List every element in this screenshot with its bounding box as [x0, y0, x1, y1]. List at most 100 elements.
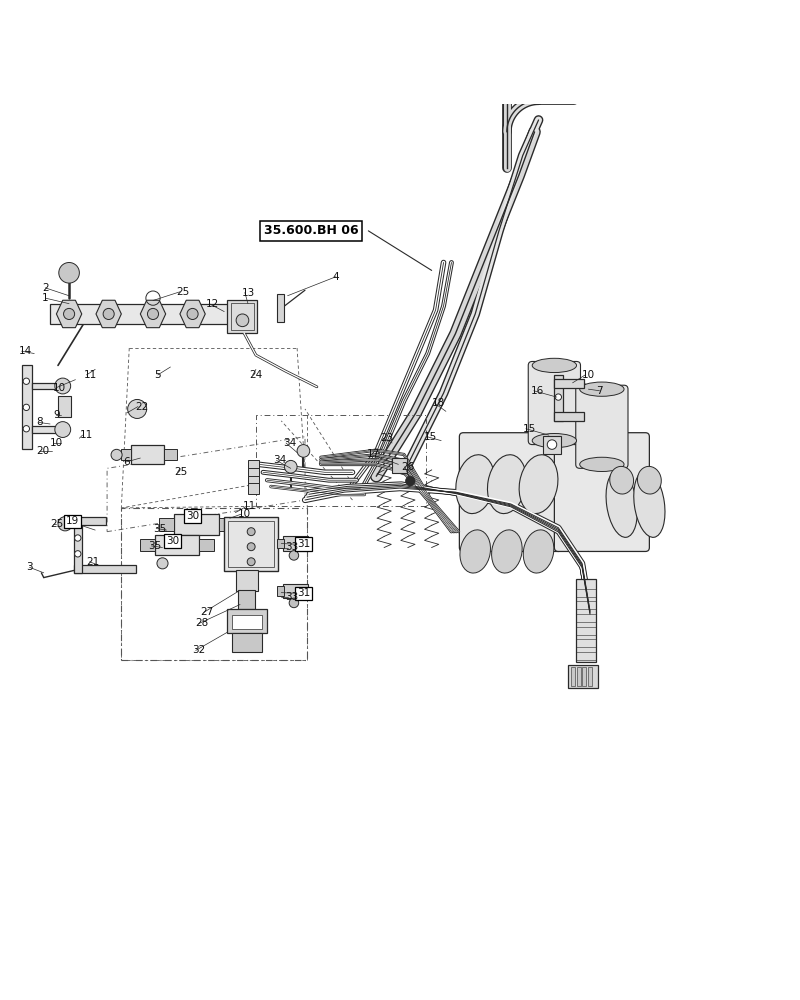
Bar [248, 468, 259, 479]
Text: 30: 30 [186, 511, 199, 521]
Text: 21: 21 [86, 557, 100, 567]
Text: 16: 16 [530, 386, 544, 396]
FancyBboxPatch shape [528, 361, 581, 445]
Bar [576, 579, 596, 662]
Circle shape [247, 528, 255, 536]
Bar [228, 521, 274, 567]
Ellipse shape [532, 358, 577, 373]
Circle shape [406, 476, 415, 486]
Bar [227, 300, 258, 333]
Circle shape [128, 399, 146, 418]
Circle shape [58, 262, 79, 283]
Text: 34: 34 [274, 455, 286, 465]
Text: 1: 1 [42, 293, 49, 303]
Circle shape [23, 404, 30, 411]
Text: 10: 10 [54, 383, 66, 393]
Text: 11: 11 [243, 501, 257, 511]
Bar [568, 665, 598, 688]
Bar [576, 627, 596, 635]
Bar [283, 584, 308, 598]
Circle shape [23, 378, 30, 384]
Text: 26: 26 [402, 462, 415, 472]
Ellipse shape [456, 455, 494, 514]
Circle shape [157, 558, 168, 569]
FancyBboxPatch shape [459, 433, 562, 551]
Text: 10: 10 [50, 438, 63, 448]
Ellipse shape [606, 471, 638, 537]
Bar [278, 294, 285, 322]
Text: 31: 31 [297, 588, 310, 598]
Bar [554, 412, 585, 421]
Text: 3: 3 [26, 562, 33, 572]
Ellipse shape [532, 434, 577, 448]
Bar [277, 586, 284, 596]
Text: 27: 27 [201, 607, 214, 617]
Bar [248, 460, 259, 471]
Bar [232, 633, 262, 652]
Circle shape [23, 426, 30, 432]
Bar [230, 303, 254, 330]
Bar [58, 396, 70, 417]
Bar [131, 445, 164, 464]
Ellipse shape [491, 530, 522, 573]
Text: 11: 11 [83, 370, 97, 380]
Circle shape [111, 449, 122, 460]
Bar [542, 436, 561, 454]
Text: 33: 33 [286, 592, 298, 602]
Text: 22: 22 [134, 402, 148, 412]
Bar [159, 518, 174, 531]
Polygon shape [57, 300, 82, 328]
Bar [576, 601, 596, 609]
Bar [224, 517, 278, 571]
Text: 14: 14 [18, 346, 32, 356]
Bar [571, 667, 575, 686]
Bar [283, 536, 308, 551]
Text: 25: 25 [174, 467, 188, 477]
Bar [22, 365, 32, 449]
Bar [236, 570, 258, 591]
Circle shape [187, 308, 198, 320]
Circle shape [74, 535, 81, 541]
Text: 12: 12 [206, 299, 219, 309]
Circle shape [177, 537, 188, 548]
Bar [392, 458, 407, 473]
Circle shape [285, 460, 297, 473]
Circle shape [555, 394, 562, 400]
Text: 10: 10 [582, 370, 595, 380]
Circle shape [55, 378, 70, 394]
Bar [232, 615, 262, 629]
FancyBboxPatch shape [576, 385, 628, 468]
Ellipse shape [460, 530, 490, 573]
Ellipse shape [610, 466, 634, 494]
Bar [74, 517, 106, 525]
Circle shape [289, 551, 298, 560]
Circle shape [55, 422, 70, 437]
Bar [164, 449, 177, 460]
Bar [154, 535, 199, 555]
Bar [227, 609, 267, 633]
Circle shape [547, 440, 557, 449]
Text: 25: 25 [50, 519, 63, 529]
Bar [32, 383, 65, 389]
Bar [122, 449, 131, 460]
Text: 18: 18 [432, 398, 445, 408]
Text: 4: 4 [333, 272, 339, 282]
Bar [576, 652, 596, 660]
Ellipse shape [638, 466, 662, 494]
Text: 31: 31 [297, 539, 310, 549]
Bar [588, 667, 591, 686]
Text: 9: 9 [54, 410, 60, 420]
Circle shape [236, 314, 249, 327]
Text: 32: 32 [193, 645, 206, 655]
Text: 15: 15 [424, 432, 437, 442]
Text: 5: 5 [154, 370, 162, 380]
Bar [248, 483, 259, 494]
Ellipse shape [523, 530, 554, 573]
Bar [174, 514, 218, 535]
Ellipse shape [519, 455, 558, 514]
Bar [576, 589, 596, 597]
Text: 20: 20 [36, 446, 49, 456]
Bar [277, 539, 284, 548]
Bar [50, 304, 244, 324]
Text: 23: 23 [380, 433, 394, 443]
